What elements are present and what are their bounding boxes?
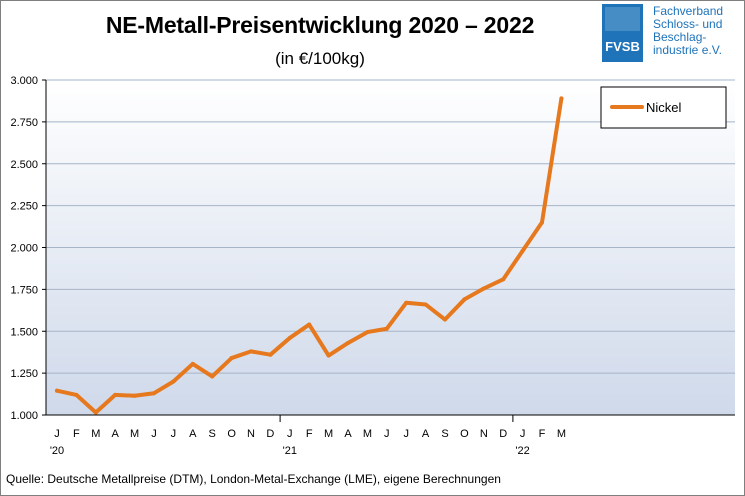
x-tick-label: A (344, 428, 352, 440)
y-tick-label: 2.500 (10, 159, 38, 171)
x-tick-label: J (151, 428, 157, 440)
y-tick-label: 2.250 (10, 201, 38, 213)
x-tick-label: M (324, 428, 333, 440)
y-tick-label: 1.250 (10, 368, 38, 380)
y-tick-label: 1.750 (10, 284, 38, 296)
logo-text: Fachverband Schloss- und Beschlag- indus… (653, 5, 723, 57)
x-tick-label: O (227, 428, 236, 440)
data-point (559, 96, 564, 101)
x-tick-label: F (306, 428, 313, 440)
data-point (74, 392, 79, 397)
x-tick-label: N (247, 428, 255, 440)
data-point (268, 352, 273, 357)
x-tick-label: M (363, 428, 372, 440)
logo-highlight (605, 7, 640, 31)
data-point (346, 340, 350, 345)
logo-line: industrie e.V. (653, 43, 722, 57)
y-tick-label: 2.000 (10, 243, 38, 255)
data-point (249, 349, 253, 354)
y-axis-ticks: 1.000 1.250 1.500 1.750 2.000 2.250 2.500 2.750… (10, 75, 38, 422)
y-tick-label: 1.000 (10, 410, 38, 422)
data-point (287, 335, 292, 340)
logo-line: Fachverband (653, 4, 724, 18)
logo-background (602, 4, 643, 62)
data-point (365, 330, 370, 335)
data-point (55, 388, 59, 393)
data-point (132, 393, 137, 398)
logo-line: Beschlag- (653, 30, 707, 44)
data-point (501, 277, 506, 282)
x-year-label: '22 (515, 445, 529, 457)
data-point (307, 322, 312, 327)
x-tick-label: D (499, 428, 507, 440)
x-tick-label: M (557, 428, 566, 440)
x-tick-label: N (480, 428, 488, 440)
data-point (93, 410, 98, 415)
data-point (384, 326, 389, 331)
x-year-label: '21 (283, 445, 297, 457)
data-point (171, 379, 176, 384)
y-tick-label: 3.000 (10, 75, 38, 87)
data-point (462, 297, 467, 302)
x-tick-label: A (422, 428, 430, 440)
x-tick-label: J (403, 428, 409, 440)
data-point (423, 302, 428, 307)
data-point (443, 317, 447, 322)
x-tick-label: D (266, 428, 274, 440)
logo-mark: FVSB (605, 39, 640, 54)
source-note: Quelle: Deutsche Metallpreise (DTM), Lon… (6, 472, 501, 486)
x-tick-label: M (130, 428, 139, 440)
x-tick-label: J (384, 428, 390, 440)
x-year-label: '20 (50, 445, 64, 457)
x-tick-label: J (287, 428, 293, 440)
gridlines (46, 79, 735, 374)
legend-label-nickel: Nickel (646, 100, 682, 115)
x-tick-label: J (171, 428, 177, 440)
data-point (113, 392, 118, 397)
x-tick-label: S (441, 428, 448, 440)
data-point (540, 220, 544, 225)
series-layer (55, 96, 564, 415)
x-axis-ticks: J F M A M J J A S O N D J F M A M J J A S O N D J F M'20'21'22 (50, 428, 566, 457)
data-point (404, 300, 409, 305)
x-tick-label: M (91, 428, 100, 440)
legend: Nickel (600, 86, 727, 129)
x-tick-label: F (73, 428, 80, 440)
data-point (152, 391, 156, 396)
data-point (229, 356, 234, 361)
y-tick-label: 1.500 (10, 326, 38, 338)
data-point (190, 361, 195, 366)
data-point (210, 374, 215, 379)
chart-subtitle: (in €/100kg) (275, 49, 365, 68)
data-point (520, 248, 525, 253)
y-tick-label: 2.750 (10, 117, 38, 129)
x-tick-label: J (54, 428, 60, 440)
x-tick-label: J (520, 428, 526, 440)
data-point (481, 286, 486, 291)
x-tick-label: F (539, 428, 546, 440)
chart-title: NE-Metall-Preisentwicklung 2020 – 2022 (105, 12, 535, 38)
logo-line: Schloss- und (653, 17, 723, 31)
x-tick-label: A (189, 428, 197, 440)
data-point (326, 353, 331, 358)
fvsb-logo: FVSB (602, 4, 643, 62)
axes (42, 79, 735, 422)
x-tick-label: O (460, 428, 469, 440)
x-tick-label: A (112, 428, 120, 440)
x-tick-label: S (209, 428, 216, 440)
